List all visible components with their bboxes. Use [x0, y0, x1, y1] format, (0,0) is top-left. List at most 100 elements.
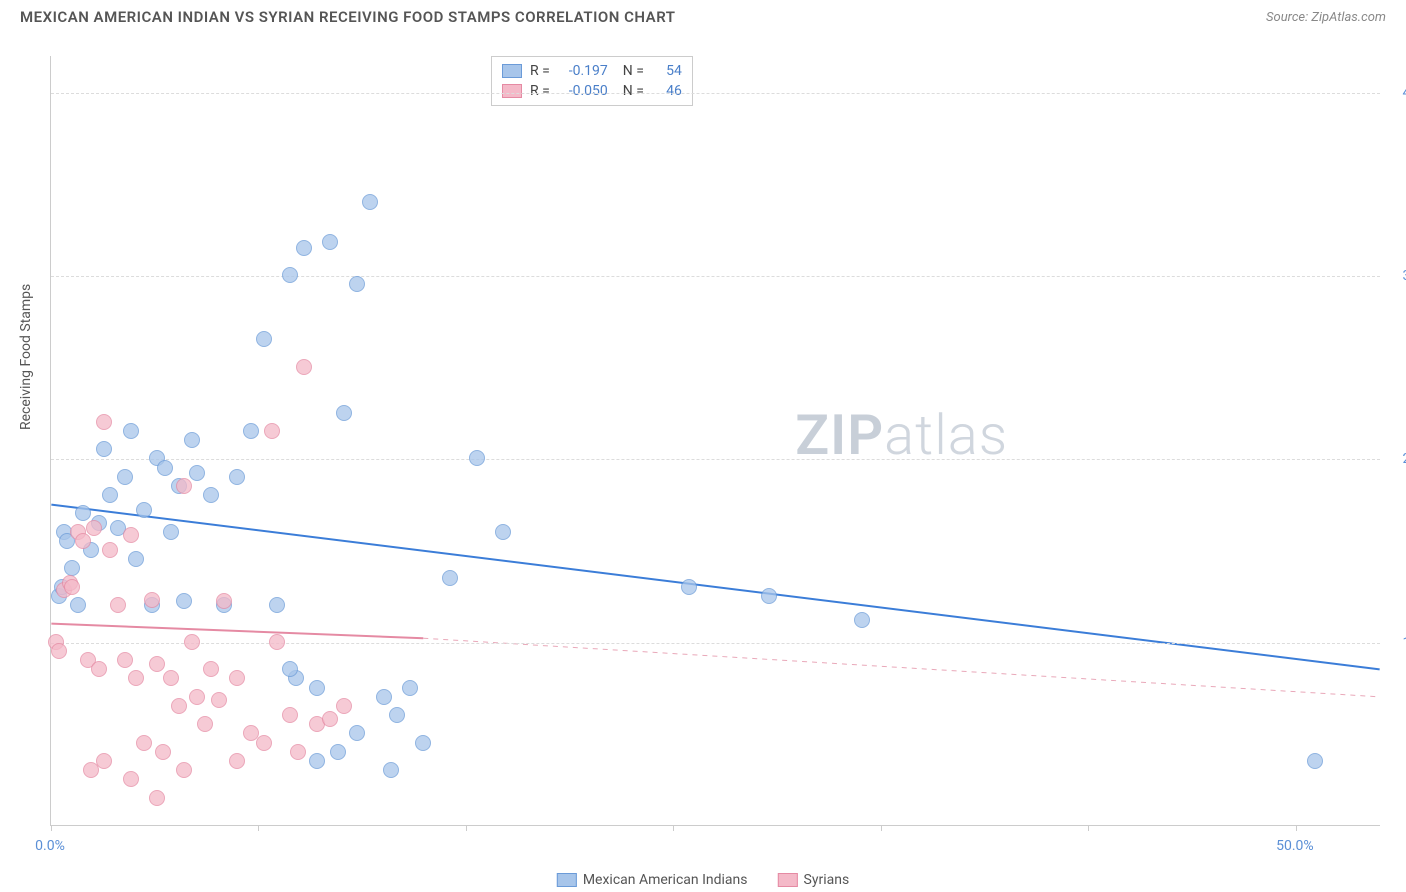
y-tick-label: 20.0%: [1385, 451, 1406, 467]
scatter-point: [184, 634, 200, 650]
scatter-point: [290, 744, 306, 760]
scatter-point: [155, 744, 171, 760]
scatter-point: [256, 735, 272, 751]
legend-stats-row: R = -0.197 N = 54: [502, 61, 682, 81]
y-tick-label: 10.0%: [1385, 635, 1406, 651]
x-tick-mark: [673, 825, 674, 831]
scatter-point: [64, 560, 80, 576]
legend-swatch: [502, 84, 522, 98]
scatter-point: [163, 524, 179, 540]
scatter-point: [309, 753, 325, 769]
scatter-point: [322, 234, 338, 250]
legend-swatch: [502, 64, 522, 78]
stat-n-label: N =: [616, 83, 644, 99]
stat-n-value: 54: [652, 63, 682, 79]
scatter-point: [83, 762, 99, 778]
scatter-point: [256, 331, 272, 347]
scatter-point: [402, 680, 418, 696]
scatter-point: [282, 267, 298, 283]
scatter-point: [176, 593, 192, 609]
stat-r-label: R =: [530, 63, 550, 79]
scatter-point: [96, 414, 112, 430]
x-tick-mark: [51, 825, 52, 831]
y-tick-label: 30.0%: [1385, 268, 1406, 284]
scatter-point: [330, 744, 346, 760]
watermark: ZIPatlas: [795, 402, 1008, 468]
scatter-point: [123, 771, 139, 787]
gridline: [51, 643, 1380, 644]
legend-item: Syrians: [778, 872, 850, 888]
scatter-point: [102, 542, 118, 558]
correlation-legend: R = -0.197 N = 54 R = -0.050 N = 46: [491, 56, 693, 106]
scatter-point: [123, 423, 139, 439]
y-tick-label: 40.0%: [1385, 85, 1406, 101]
legend-swatch: [557, 873, 577, 887]
scatter-point: [189, 465, 205, 481]
chart-title: MEXICAN AMERICAN INDIAN VS SYRIAN RECEIV…: [20, 8, 675, 26]
scatter-point: [128, 670, 144, 686]
scatter-point: [282, 661, 298, 677]
scatter-point: [51, 643, 67, 659]
scatter-point: [189, 689, 205, 705]
chart-header: MEXICAN AMERICAN INDIAN VS SYRIAN RECEIV…: [0, 0, 1406, 30]
scatter-point: [854, 612, 870, 628]
gridline: [51, 93, 1380, 94]
scatter-point: [336, 405, 352, 421]
x-tick-mark: [881, 825, 882, 831]
x-tick-mark: [1088, 825, 1089, 831]
scatter-point: [376, 689, 392, 705]
scatter-point: [211, 692, 227, 708]
x-tick-mark: [466, 825, 467, 831]
scatter-point: [102, 487, 118, 503]
scatter-point: [336, 698, 352, 714]
scatter-point: [171, 698, 187, 714]
legend-item: Mexican American Indians: [557, 872, 748, 888]
x-tick-mark: [1296, 825, 1297, 831]
stat-r-value: -0.197: [558, 63, 608, 79]
scatter-point: [296, 359, 312, 375]
scatter-point: [229, 670, 245, 686]
scatter-point: [117, 469, 133, 485]
scatter-point: [136, 735, 152, 751]
stat-r-label: R =: [530, 83, 550, 99]
scatter-point: [681, 579, 697, 595]
scatter-point: [282, 707, 298, 723]
series-legend: Mexican American Indians Syrians: [557, 872, 849, 888]
scatter-point: [110, 597, 126, 613]
scatter-point: [75, 505, 91, 521]
x-tick-mark: [258, 825, 259, 831]
scatter-point: [296, 240, 312, 256]
scatter-point: [136, 502, 152, 518]
scatter-point: [761, 588, 777, 604]
scatter-chart: ZIPatlas R =-0.197 N =54R =-0.050 N =46 …: [50, 56, 1380, 826]
scatter-point: [349, 276, 365, 292]
scatter-point: [383, 762, 399, 778]
stat-r-value: -0.050: [558, 83, 608, 99]
x-tick-label: 0.0%: [35, 838, 65, 854]
scatter-point: [469, 450, 485, 466]
scatter-point: [495, 524, 511, 540]
scatter-point: [149, 656, 165, 672]
scatter-point: [197, 716, 213, 732]
scatter-point: [96, 753, 112, 769]
scatter-point: [75, 533, 91, 549]
scatter-point: [176, 762, 192, 778]
scatter-point: [128, 551, 144, 567]
scatter-point: [96, 441, 112, 457]
scatter-point: [86, 520, 102, 536]
scatter-point: [176, 478, 192, 494]
scatter-point: [163, 670, 179, 686]
gridline: [51, 459, 1380, 460]
stat-n-label: N =: [616, 63, 644, 79]
scatter-point: [70, 597, 86, 613]
scatter-point: [216, 593, 232, 609]
scatter-point: [203, 661, 219, 677]
scatter-point: [157, 460, 173, 476]
stat-n-value: 46: [652, 83, 682, 99]
scatter-point: [309, 680, 325, 696]
scatter-point: [415, 735, 431, 751]
scatter-point: [349, 725, 365, 741]
scatter-point: [184, 432, 200, 448]
scatter-point: [117, 652, 133, 668]
legend-swatch: [778, 873, 798, 887]
